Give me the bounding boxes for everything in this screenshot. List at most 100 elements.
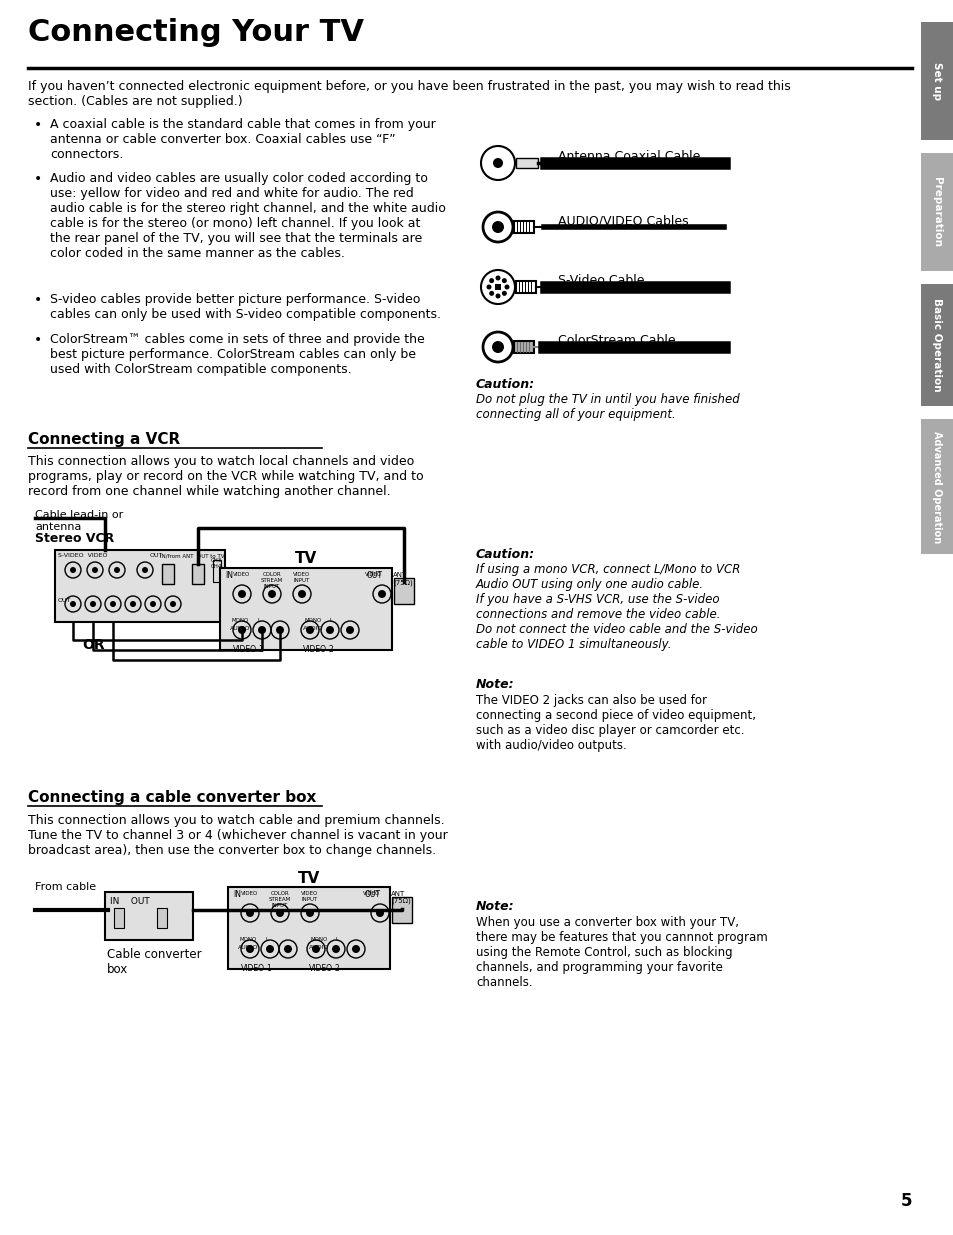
Text: Cable converter
box: Cable converter box (107, 948, 201, 976)
Text: IN: IN (225, 571, 233, 580)
Bar (495, 284, 500, 290)
Circle shape (70, 601, 76, 606)
Text: •: • (34, 333, 42, 347)
Circle shape (150, 601, 156, 606)
Text: AUDIO: AUDIO (309, 945, 329, 950)
Text: Caution:: Caution: (476, 378, 535, 391)
Text: When you use a converter box with your TV,
there may be features that you cannno: When you use a converter box with your T… (476, 916, 767, 989)
Circle shape (312, 945, 319, 953)
Text: Advanced Operation: Advanced Operation (931, 431, 942, 543)
Circle shape (284, 945, 292, 953)
Text: Cable lead-in or
antenna: Cable lead-in or antenna (35, 510, 123, 531)
Text: COLOR
STREAM
INPUT: COLOR STREAM INPUT (269, 890, 291, 908)
Text: ColorStream Cable: ColorStream Cable (558, 333, 675, 347)
Text: MONO: MONO (240, 937, 257, 942)
Bar (514, 341, 534, 353)
Text: VIDEO: VIDEO (363, 890, 380, 897)
Bar (516, 158, 537, 168)
Text: Preparation: Preparation (931, 177, 942, 247)
Text: section. (Cables are not supplied.): section. (Cables are not supplied.) (28, 95, 242, 107)
Circle shape (142, 567, 148, 573)
Text: Audio and video cables are usually color coded according to
use: yellow for vide: Audio and video cables are usually color… (50, 172, 445, 261)
Bar (213, 559, 221, 582)
Text: OUT: OUT (150, 553, 163, 558)
Bar (920, 22, 953, 140)
Text: Basic Operation: Basic Operation (931, 298, 942, 391)
Text: AUDIO/VIDEO Cables: AUDIO/VIDEO Cables (558, 214, 688, 227)
Circle shape (504, 284, 509, 289)
Circle shape (91, 567, 98, 573)
Text: OUT: OUT (367, 571, 382, 580)
Text: S-Video Cable: S-Video Cable (558, 274, 644, 287)
Bar (920, 284, 953, 406)
Text: Stereo VCR: Stereo VCR (35, 532, 114, 545)
Circle shape (130, 601, 136, 606)
Circle shape (332, 945, 339, 953)
Bar (392, 897, 412, 923)
Circle shape (495, 275, 500, 280)
Text: L: L (335, 937, 338, 942)
Text: VIDEO: VIDEO (365, 572, 382, 577)
Text: Antenna Coaxial Cable: Antenna Coaxial Cable (558, 149, 700, 163)
Text: Caution:: Caution: (476, 548, 535, 561)
Circle shape (275, 626, 284, 634)
Text: A coaxial cable is the standard cable that comes in from your
antenna or cable c: A coaxial cable is the standard cable th… (50, 119, 436, 161)
Text: Connecting a cable converter box: Connecting a cable converter box (28, 790, 316, 805)
Text: •: • (34, 172, 42, 186)
Circle shape (306, 626, 314, 634)
Text: This connection allows you to watch cable and premium channels.
Tune the TV to c: This connection allows you to watch cabl… (28, 814, 447, 857)
Circle shape (486, 284, 491, 289)
Text: AUDIO: AUDIO (303, 626, 323, 631)
Bar (55, 550, 225, 622)
Bar (516, 282, 536, 293)
Circle shape (492, 341, 503, 353)
Bar (920, 153, 953, 270)
Circle shape (489, 291, 494, 296)
Text: VIDEO-2: VIDEO-2 (309, 965, 340, 973)
Text: This connection allows you to watch local channels and video
programs, play or r: This connection allows you to watch loca… (28, 454, 423, 498)
Text: Do not plug the TV in until you have finished
connecting all of your equipment.: Do not plug the TV in until you have fin… (476, 393, 739, 421)
Circle shape (237, 590, 246, 598)
Text: Connecting Your TV: Connecting Your TV (28, 19, 364, 47)
Bar (192, 564, 204, 584)
Text: ANT
(75Ω): ANT (75Ω) (393, 572, 413, 585)
Text: COLOR
STREAM
INPUT: COLOR STREAM INPUT (260, 572, 283, 589)
Text: •: • (34, 293, 42, 308)
Circle shape (306, 909, 314, 918)
Circle shape (501, 278, 506, 283)
Text: 5: 5 (900, 1192, 911, 1210)
Bar (220, 568, 392, 650)
Text: VIDEO: VIDEO (233, 572, 251, 577)
Circle shape (110, 601, 116, 606)
Circle shape (246, 945, 253, 953)
Text: VIDEO-1: VIDEO-1 (241, 965, 273, 973)
Text: From cable: From cable (35, 882, 96, 892)
Circle shape (268, 590, 275, 598)
Circle shape (492, 221, 503, 233)
Text: Note:: Note: (476, 678, 514, 692)
Bar (105, 892, 193, 940)
Text: AUDIO: AUDIO (237, 945, 258, 950)
Circle shape (266, 945, 274, 953)
Text: TV: TV (297, 871, 320, 885)
Text: MONO: MONO (311, 937, 328, 942)
Text: MONO: MONO (305, 618, 322, 622)
Text: IN    OUT: IN OUT (110, 897, 150, 906)
Circle shape (275, 909, 284, 918)
Circle shape (297, 590, 306, 598)
Circle shape (375, 909, 384, 918)
Text: TV: TV (294, 551, 316, 566)
Text: If using a mono VCR, connect L/Mono to VCR
Audio OUT using only one audio cable.: If using a mono VCR, connect L/Mono to V… (476, 563, 757, 651)
Text: L: L (266, 937, 269, 942)
Circle shape (352, 945, 359, 953)
Text: AUDIO: AUDIO (230, 626, 251, 631)
Text: If you haven’t connected electronic equipment before, or you have been frustrate: If you haven’t connected electronic equi… (28, 80, 790, 93)
Text: IN: IN (233, 890, 241, 899)
Text: The VIDEO 2 jacks can also be used for
connecting a second piece of video equipm: The VIDEO 2 jacks can also be used for c… (476, 694, 755, 752)
Bar (920, 419, 953, 555)
Text: OUT: OUT (58, 598, 71, 603)
Bar (113, 908, 124, 927)
Text: ANT
(75Ω): ANT (75Ω) (391, 890, 411, 904)
Text: CH3
CH4: CH3 CH4 (211, 558, 222, 569)
Bar (157, 908, 167, 927)
